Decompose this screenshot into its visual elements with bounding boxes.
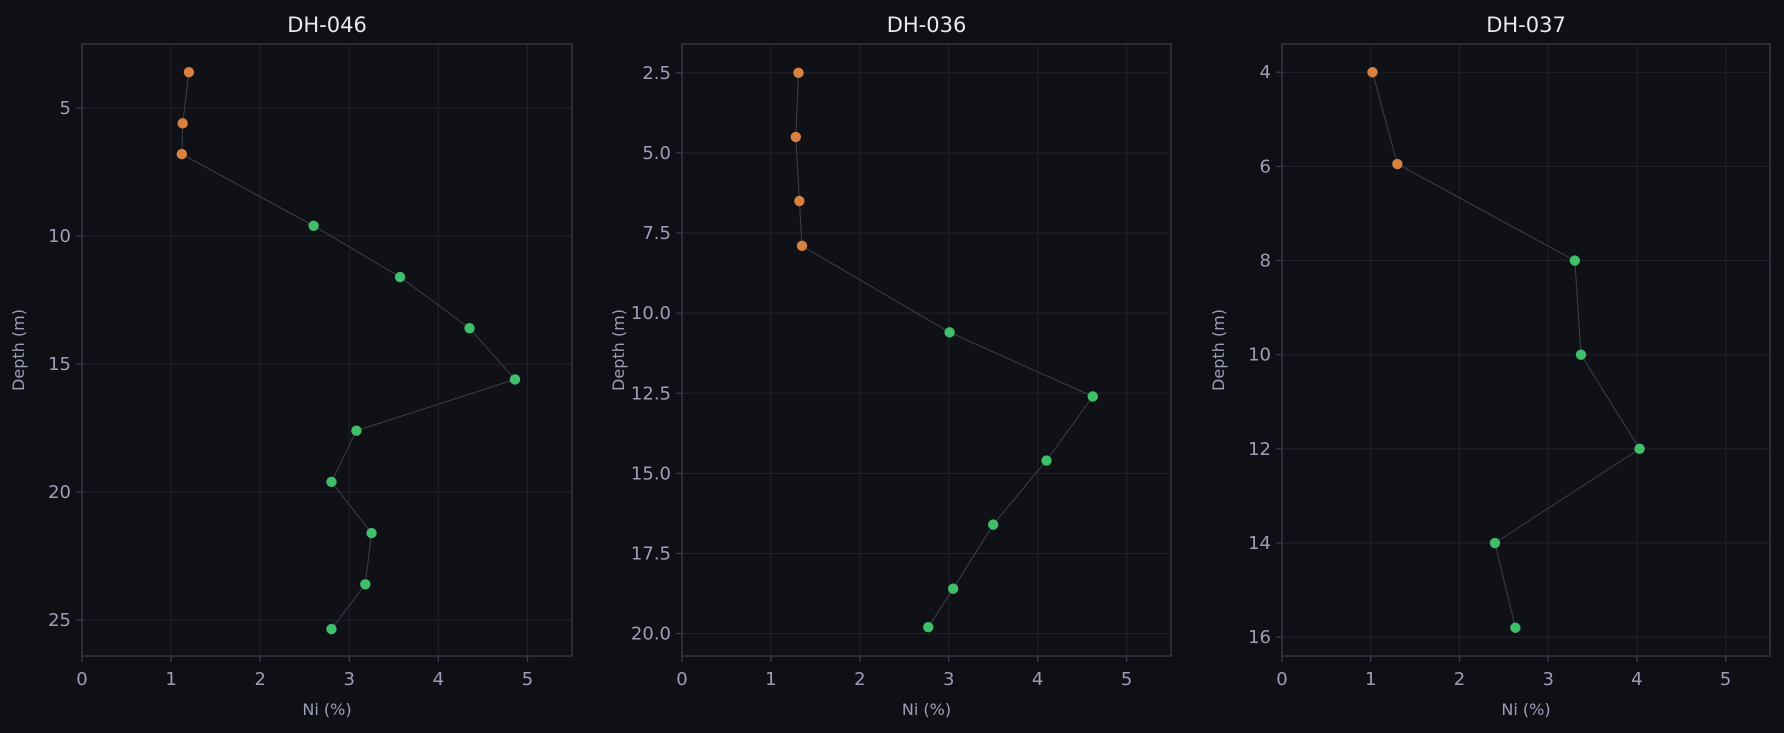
data-point-green (366, 527, 377, 539)
x-tick-label: 0 (76, 669, 87, 690)
x-tick-label: 3 (1542, 669, 1553, 690)
x-tick-label: 2 (1454, 669, 1465, 690)
x-axis-label: Ni (%) (1501, 700, 1550, 719)
x-tick-label: 5 (1720, 669, 1731, 690)
x-tick-label: 0 (676, 669, 687, 690)
y-axis-label: Depth (m) (609, 309, 628, 391)
y-tick-label: 10 (1248, 345, 1271, 366)
y-tick-label: 15.0 (631, 463, 671, 484)
x-tick-label: 1 (765, 669, 776, 690)
y-tick-label: 14 (1248, 533, 1271, 554)
y-tick-label: 12 (1248, 439, 1271, 460)
panel-title-dh-046: DH-046 (287, 13, 367, 37)
data-point-green (509, 374, 521, 385)
data-point-orange (1392, 158, 1403, 170)
y-tick-label: 10 (48, 226, 71, 247)
y-tick-label: 4 (1260, 62, 1271, 83)
y-tick-label: 17.5 (631, 543, 671, 564)
x-axis-label: Ni (%) (302, 700, 351, 719)
plot-area-dh-037 (1282, 44, 1770, 656)
data-point-green (394, 271, 406, 283)
data-point-orange (794, 195, 805, 207)
y-tick-label: 2.5 (642, 63, 671, 84)
y-tick-label: 10.0 (631, 303, 671, 324)
y-tick-label: 12.5 (631, 383, 671, 404)
data-point-green (360, 579, 371, 590)
x-tick-label: 2 (854, 669, 865, 690)
axes-frame-dh-037 (1281, 43, 1771, 657)
data-point-green (1087, 391, 1098, 402)
x-tick-label: 3 (943, 669, 954, 690)
y-tick-label: 20 (48, 482, 71, 503)
x-tick-label: 3 (344, 669, 355, 690)
data-point-orange (183, 66, 195, 78)
panel-dh-036: 0 1 2 3 4 5 2.5 5.0 7.5 10.0 12.5 15.0 17.5 20.0 Ni (%… (609, 43, 1172, 719)
data-point-green (308, 220, 319, 232)
x-tick-label: 0 (1276, 669, 1287, 690)
y-axis-label: Depth (m) (9, 309, 28, 391)
data-point-green (1510, 622, 1521, 633)
panel-title-dh-037: DH-037 (1486, 13, 1566, 37)
x-tick-label: 1 (1365, 669, 1376, 690)
data-point-orange (176, 148, 187, 160)
data-point-orange (177, 118, 188, 129)
data-point-green (1575, 349, 1587, 360)
data-point-green (1634, 443, 1645, 455)
y-tick-label: 5.0 (642, 143, 671, 164)
x-tick-label: 2 (254, 669, 265, 690)
data-point-green (464, 323, 475, 334)
data-point-green (351, 425, 362, 436)
data-point-orange (790, 131, 802, 143)
data-point-green (1569, 255, 1581, 266)
y-tick-label: 5 (60, 98, 71, 119)
data-point-green (923, 621, 934, 633)
x-tick-label: 5 (522, 669, 533, 690)
plot-area-dh-046 (82, 44, 572, 656)
data-point-green (1041, 455, 1052, 466)
data-point-green (326, 623, 337, 635)
x-tick-label: 5 (1121, 669, 1132, 690)
plot-area-dh-036 (682, 44, 1171, 656)
panel-title-dh-036: DH-036 (886, 13, 967, 37)
axes-frame-dh-046 (81, 43, 573, 657)
data-point-orange (1367, 67, 1378, 78)
y-tick-label: 16 (1248, 627, 1271, 648)
y-axis-label: Depth (m) (1209, 309, 1228, 391)
data-point-green (944, 327, 955, 338)
y-tick-label: 20.0 (631, 624, 671, 645)
data-point-orange (796, 240, 808, 252)
data-point-green (326, 476, 337, 488)
axes-frame-dh-036 (681, 43, 1172, 657)
x-axis-label: Ni (%) (902, 700, 951, 719)
x-tick-label: 4 (1631, 669, 1642, 690)
y-tick-label: 15 (48, 354, 71, 375)
connector-line-dh-036 (795, 72, 1094, 628)
y-tick-label: 25 (48, 610, 71, 631)
x-tick-label: 4 (1032, 669, 1043, 690)
y-tick-label: 7.5 (642, 223, 671, 244)
y-tick-label: 6 (1260, 156, 1271, 177)
panel-dh-046: 0 1 2 3 4 5 5 10 15 20 25 Ni (%) Depth (m) (9, 43, 573, 719)
y-tick-label: 8 (1260, 251, 1271, 272)
data-point-green (987, 519, 999, 530)
data-point-orange (793, 67, 804, 79)
data-point-green (1489, 537, 1501, 549)
x-tick-label: 1 (165, 669, 176, 690)
x-tick-label: 4 (433, 669, 444, 690)
data-point-green (947, 583, 959, 594)
